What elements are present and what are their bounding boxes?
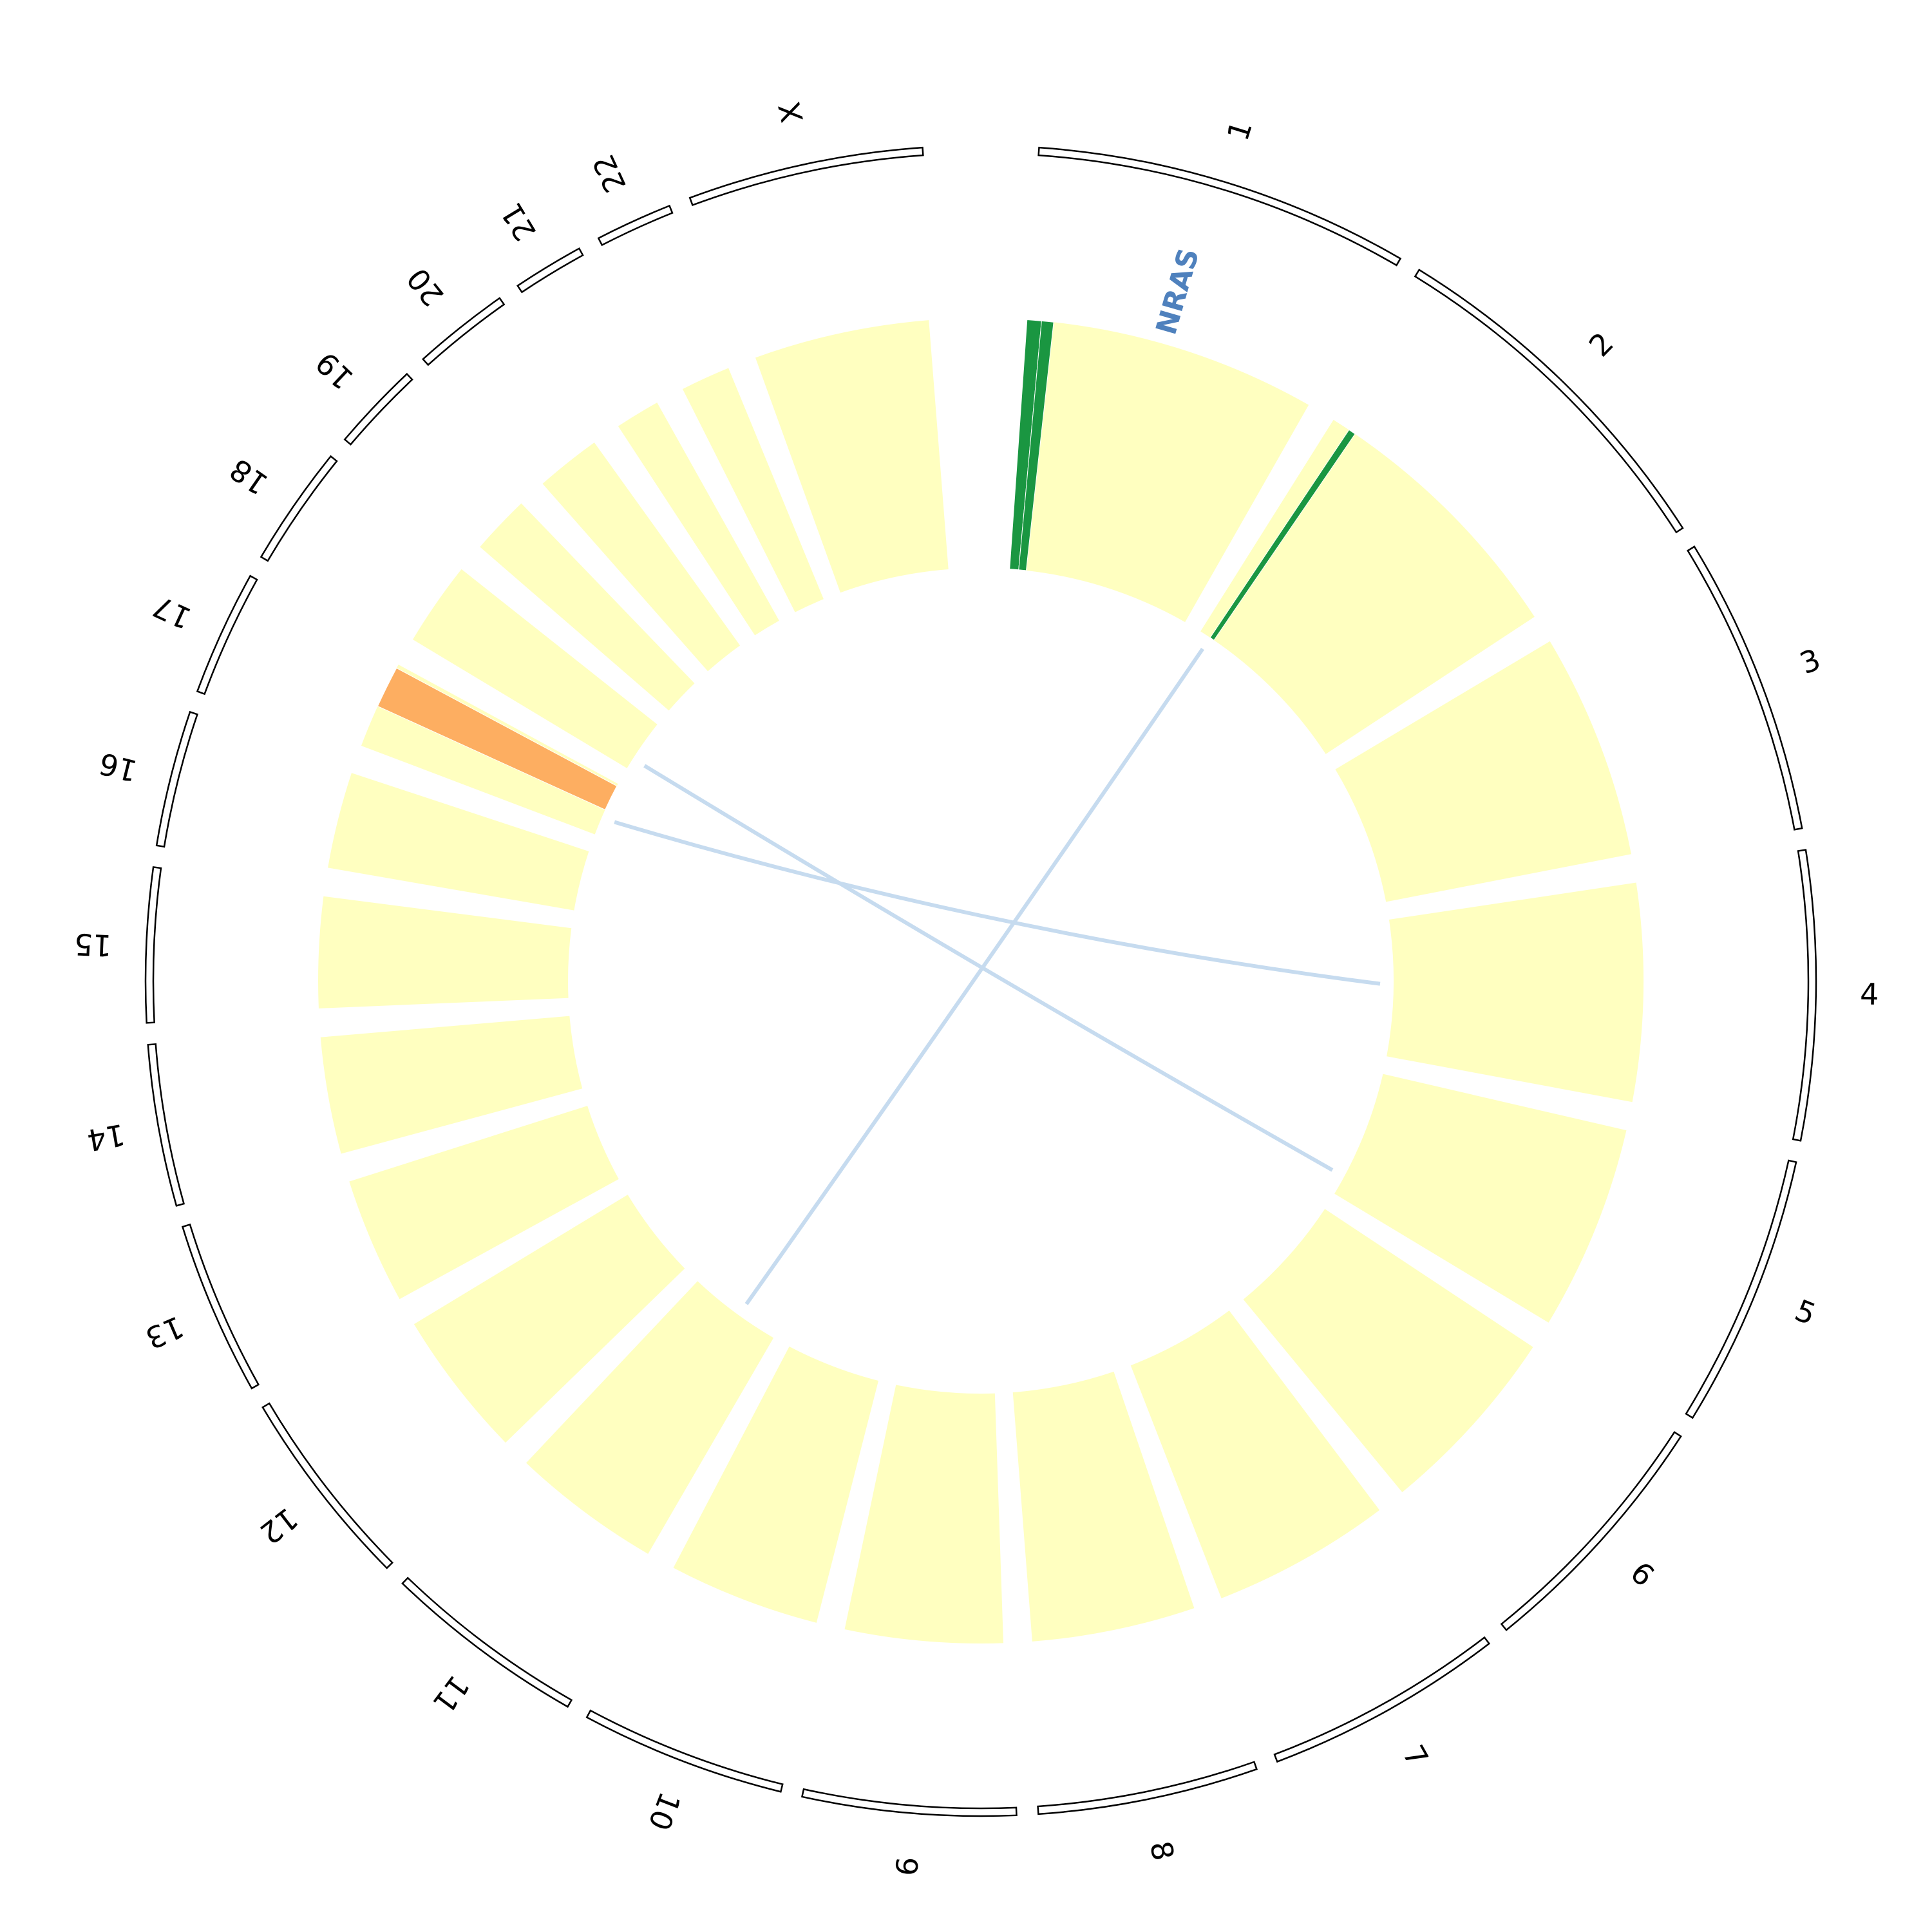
chromosome-band — [755, 320, 949, 593]
chromosome-arc — [343, 372, 413, 446]
chromosome-arc — [260, 455, 338, 562]
chromosome-band — [1130, 1311, 1380, 1598]
chromosome-band — [1387, 882, 1643, 1103]
chromosome-label: 10 — [641, 1788, 687, 1835]
chromosome-arc — [585, 1709, 784, 1793]
chromosome-arc — [516, 247, 584, 294]
chromosome-band — [1012, 1371, 1195, 1642]
chromosome-arc — [1037, 146, 1402, 267]
chromosome-label: 16 — [95, 746, 140, 789]
chromosome-label: 20 — [400, 261, 451, 312]
chromosome-label: 4 — [1860, 977, 1879, 1012]
chromosome-arc — [1687, 545, 1803, 831]
chromosome-label: 6 — [1624, 1555, 1661, 1593]
chromosome-label: 9 — [888, 1855, 924, 1877]
chromosome-band — [1334, 1074, 1627, 1323]
chromosome-arc — [1414, 269, 1684, 534]
chromosome-label: 13 — [140, 1309, 189, 1356]
chromosome-band — [1200, 419, 1535, 754]
chromosome-label: 18 — [223, 451, 274, 502]
link — [614, 820, 1381, 986]
chromosome-arc — [401, 1577, 573, 1708]
chromosome-arc — [688, 146, 924, 207]
chromosome-band — [526, 1281, 774, 1554]
chromosome-band — [1243, 1209, 1533, 1493]
chromosome-label: 15 — [73, 927, 113, 963]
chromosome-arc — [155, 710, 198, 848]
chromosome-arc — [1792, 849, 1817, 1142]
chromosome-label: 2 — [1582, 326, 1620, 364]
chromosome-band — [673, 1346, 879, 1623]
cn-segment — [1209, 429, 1356, 641]
chromosome-label: 7 — [1396, 1739, 1435, 1773]
link — [744, 647, 1204, 1305]
chromosome-band — [542, 442, 741, 672]
chromosome-band — [328, 773, 589, 911]
chromosome-label: 3 — [1795, 641, 1825, 681]
chromosome-arc — [1500, 1431, 1682, 1631]
chromosome-label: 21 — [494, 197, 544, 247]
chromosome-band — [318, 896, 572, 1009]
chromosome-band — [412, 569, 658, 768]
chromosome-band — [320, 1016, 583, 1154]
chromosome-band — [1013, 320, 1309, 622]
cn-segment — [1018, 320, 1054, 571]
chromosome-arc — [1685, 1159, 1797, 1419]
chromosome-band — [618, 402, 779, 636]
cn-segment — [377, 667, 618, 811]
link — [643, 764, 1334, 1172]
chromosome-band — [480, 503, 695, 711]
chromosome-label: 8 — [1143, 1838, 1181, 1864]
chromosome-arc — [261, 1402, 394, 1569]
chromosome-label: 19 — [309, 345, 361, 396]
chromosome-band — [349, 1106, 619, 1300]
chromosome-label: 22 — [585, 149, 632, 198]
chromosome-label: 1 — [1220, 117, 1259, 145]
chromosome-arc — [147, 1043, 185, 1207]
chromosome-label: 14 — [84, 1117, 128, 1158]
chromosome-label: 17 — [147, 589, 196, 636]
chromosome-label: X — [772, 99, 810, 126]
chromosome-band — [682, 368, 824, 612]
chromosome-arc — [800, 1788, 1018, 1817]
chromosome-arc — [196, 574, 258, 696]
chromosome-band — [1335, 641, 1632, 902]
chromosome-label: 5 — [1790, 1293, 1821, 1332]
chromosome-arc — [597, 204, 674, 247]
chromosome-band — [844, 1385, 1004, 1643]
chromosome-band — [413, 1195, 685, 1443]
chromosome-arc — [422, 297, 506, 366]
chromosome-label: 11 — [426, 1669, 476, 1719]
chromosome-arc — [1037, 1761, 1258, 1815]
chromosome-arc — [1273, 1636, 1491, 1763]
gene-label: NRAS — [1150, 245, 1206, 338]
chromosome-label: 12 — [253, 1501, 304, 1551]
chromosome-arc — [181, 1223, 260, 1390]
chromosome-arc — [144, 866, 162, 1024]
